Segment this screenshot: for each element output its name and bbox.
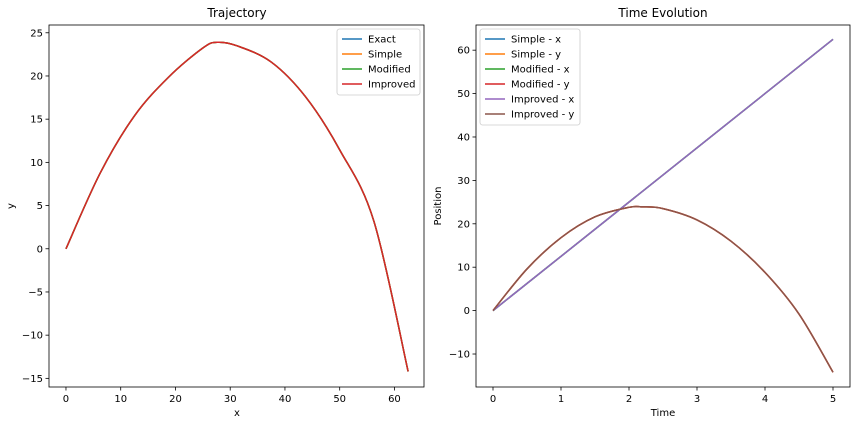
chart-title: Trajectory bbox=[206, 6, 266, 20]
x-tick-label: 2 bbox=[626, 394, 632, 405]
x-tick-label: 3 bbox=[694, 394, 700, 405]
y-tick-label: −10 bbox=[449, 350, 470, 361]
legend-label: Modified - x bbox=[511, 65, 570, 76]
y-tick-label: 50 bbox=[457, 89, 470, 100]
y-tick-label: 25 bbox=[30, 28, 43, 39]
plot-frame bbox=[48, 24, 425, 388]
x-tick-label: 0 bbox=[490, 394, 496, 405]
x-tick-label: 10 bbox=[114, 394, 127, 405]
legend: Simple - x Simple - y Modified - x Modified… bbox=[479, 28, 581, 126]
y-tick-label: −15 bbox=[22, 374, 43, 385]
legend-label: Improved bbox=[368, 80, 415, 91]
legend-label: Simple - y bbox=[511, 50, 561, 61]
x-tick-label: 5 bbox=[830, 394, 836, 405]
legend-label: Simple - x bbox=[511, 35, 561, 46]
legend-label: Modified bbox=[368, 65, 411, 76]
y-axis-label: y bbox=[6, 203, 17, 209]
legend-box bbox=[336, 28, 421, 96]
y-tick-label: 10 bbox=[30, 158, 43, 169]
x-tick-label: 1 bbox=[558, 394, 564, 405]
plot-frame bbox=[475, 24, 851, 388]
y-tick-label: 5 bbox=[37, 201, 43, 212]
x-tick-label: 50 bbox=[333, 394, 346, 405]
y-tick-label: 0 bbox=[464, 306, 470, 317]
legend-label: Improved - x bbox=[511, 95, 574, 106]
x-tick-label: 60 bbox=[388, 394, 401, 405]
legend: Exact Simple Modified Improved bbox=[336, 28, 421, 96]
legend-label: Simple bbox=[368, 50, 402, 61]
y-tick-label: 10 bbox=[457, 263, 470, 274]
y-tick-label: 20 bbox=[457, 219, 470, 230]
y-tick-label: 30 bbox=[457, 176, 470, 187]
series-line bbox=[492, 205, 834, 373]
legend-label: Modified - y bbox=[511, 80, 570, 91]
series-line bbox=[492, 205, 834, 373]
series-line bbox=[492, 38, 834, 312]
y-tick-label: 60 bbox=[457, 46, 470, 57]
series-group bbox=[492, 38, 834, 373]
y-tick-label: 0 bbox=[37, 244, 43, 255]
x-axis-label: Time bbox=[650, 408, 675, 419]
legend-label: Improved - y bbox=[511, 110, 574, 121]
x-tick-label: 30 bbox=[224, 394, 237, 405]
x-tick-label: 0 bbox=[63, 394, 69, 405]
legend-box bbox=[479, 28, 581, 126]
x-tick-label: 4 bbox=[762, 394, 768, 405]
y-tick-label: −5 bbox=[28, 287, 43, 298]
time-evolution-chart: Time Evolution Time Position 0 1 2 3 4 5 −10 0 1… bbox=[433, 6, 851, 419]
x-tick-label: 40 bbox=[279, 394, 292, 405]
series-group bbox=[65, 41, 409, 372]
x-axis-label: x bbox=[234, 408, 240, 419]
legend-label: Exact bbox=[368, 35, 396, 46]
series-line bbox=[65, 41, 409, 372]
chart-title: Time Evolution bbox=[617, 6, 707, 20]
y-tick-label: 40 bbox=[457, 132, 470, 143]
series-line bbox=[492, 205, 834, 373]
y-tick-label: 20 bbox=[30, 71, 43, 82]
y-tick-label: 15 bbox=[30, 115, 43, 126]
y-tick-label: −10 bbox=[22, 331, 43, 342]
trajectory-chart: Trajectory x y 0 10 20 30 40 50 60 −15 −10 −5 0 5 10… bbox=[6, 6, 425, 419]
x-tick-label: 20 bbox=[169, 394, 182, 405]
y-axis-label: Position bbox=[433, 187, 444, 226]
